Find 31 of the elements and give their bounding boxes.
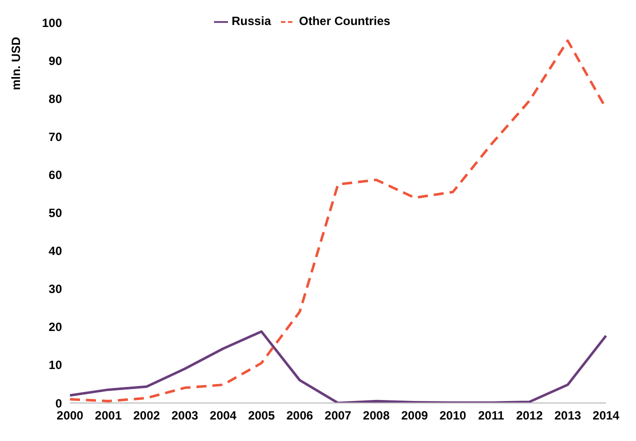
x-tick-label: 2000: [56, 408, 84, 423]
y-tick-label: 80: [48, 92, 62, 106]
x-tick-label: 2014: [592, 408, 620, 423]
y-tick-label: 40: [48, 244, 62, 258]
x-tick-label: 2012: [516, 408, 544, 423]
line-series: [68, 39, 608, 402]
x-tick-label: 2005: [248, 408, 276, 423]
y-tick-label: 50: [48, 206, 62, 220]
y-tick-label: 70: [48, 130, 62, 144]
x-tick-label: 2013: [554, 408, 582, 423]
y-tick-label: 10: [48, 358, 62, 372]
x-tick-label: 2011: [478, 408, 504, 423]
x-tick-label: 2003: [172, 408, 199, 423]
legend-label: Russia: [232, 14, 271, 28]
line-series: [68, 330, 608, 403]
x-tick-label: 2007: [324, 408, 352, 423]
x-tick-label: 2008: [362, 408, 390, 423]
y-axis-title: mln. USD: [9, 36, 23, 90]
y-tick-label: 90: [48, 54, 62, 68]
x-tick-label: 2004: [210, 408, 237, 423]
legend-label: Other Countries: [299, 14, 390, 28]
y-tick-label: 0: [55, 396, 62, 410]
x-tick-label: 2002: [133, 408, 160, 423]
x-tick-label: 2001: [94, 408, 122, 423]
x-tick-label: 2006: [286, 408, 314, 423]
y-tick-label: 100: [42, 16, 62, 30]
y-tick-label: 20: [48, 320, 62, 334]
x-tick-label: 2009: [401, 408, 428, 423]
y-tick-label: 30: [48, 282, 62, 296]
x-tick-label: 2010: [440, 408, 467, 423]
y-tick-label: 60: [48, 168, 62, 182]
